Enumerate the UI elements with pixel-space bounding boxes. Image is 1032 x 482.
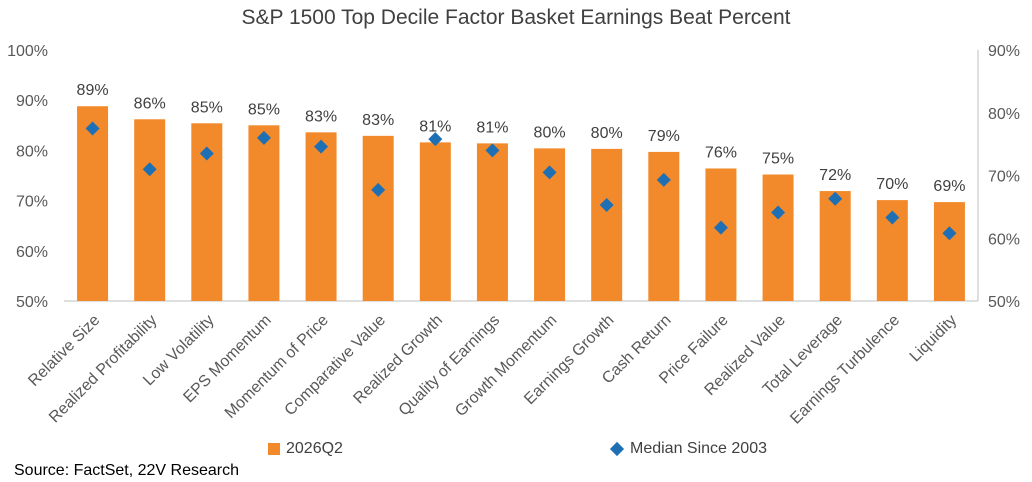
y-right-tick-label: 60% (988, 231, 1020, 248)
bar (591, 148, 623, 301)
bar (77, 106, 109, 301)
y-left-tick-label: 50% (16, 294, 48, 311)
bar (419, 142, 451, 301)
median-marker (542, 165, 557, 180)
bar-data-label: 69% (933, 178, 965, 195)
bar-data-label: 83% (362, 112, 394, 129)
bar-labels: 89% 86% 85% 85% 83% 83% 81% 81% 80% 80% 79% 76% 75% 7… (77, 82, 966, 195)
median-marker (599, 197, 614, 212)
y-left-tick-label: 60% (16, 244, 48, 261)
legend: 2026Q2 Median Since 2003 (0, 440, 1032, 462)
y-right-tick-label: 70% (988, 169, 1020, 186)
median-marker (713, 220, 728, 235)
median-marker (314, 139, 329, 154)
x-tick-label: Comparative Value (282, 312, 389, 419)
bar (248, 125, 280, 301)
median-marker (656, 172, 671, 187)
y-right-tick-label: 90% (988, 43, 1020, 60)
median-marker (199, 146, 214, 161)
median-marker (885, 210, 900, 225)
bar-data-label: 80% (591, 125, 623, 142)
median-marker (256, 130, 271, 145)
bar (933, 202, 965, 301)
bar-data-label: 81% (419, 118, 451, 135)
bar-data-label: 70% (876, 176, 908, 193)
x-tick-label: Quality of Earnings (396, 312, 504, 420)
bar (476, 143, 508, 301)
median-marker (85, 121, 100, 136)
markers (85, 121, 957, 241)
x-tick-label: Momentum of Price (222, 312, 332, 422)
y-left-tick-label: 90% (16, 93, 48, 110)
source-note: Source: FactSet, 22V Research (14, 462, 239, 479)
x-tick-label: Growth Momentum (452, 312, 560, 420)
median-marker (428, 132, 443, 147)
x-tick-label: Earnings Turbulence (787, 312, 903, 428)
y-right-tick-label: 50% (988, 294, 1020, 311)
legend-swatch-diamond (609, 441, 625, 457)
bar-data-label: 80% (534, 124, 566, 141)
chart-title: S&P 1500 Top Decile Factor Basket Earnin… (241, 6, 791, 29)
bar-data-label: 79% (648, 128, 680, 145)
y-left-tick-label: 70% (16, 194, 48, 211)
bar-data-label: 72% (819, 167, 851, 184)
legend-label-marker: Median Since 2003 (630, 440, 767, 457)
bar (819, 191, 851, 301)
bar (705, 168, 737, 301)
legend-item-marker: Median Since 2003 (609, 440, 767, 458)
median-marker (771, 205, 786, 220)
y-right-tick-label: 80% (988, 106, 1020, 123)
y-left-tick-label: 80% (16, 143, 48, 160)
chart: 50% 60% 70% 80% 90% 100% 50% 60% 70% 80% 90% 89% 86… (7, 43, 1020, 428)
x-tick-label: Liquidity (907, 312, 961, 366)
median-marker (142, 162, 157, 177)
bar-data-label: 75% (762, 150, 794, 167)
legend-label-bar: 2026Q2 (286, 440, 343, 457)
median-marker (485, 143, 500, 158)
median-marker (828, 191, 843, 206)
legend-swatch-bar (268, 443, 280, 455)
x-tick-label: Realized Profitability (46, 312, 161, 427)
bar (134, 119, 166, 301)
bar-data-label: 85% (248, 101, 280, 118)
median-marker (371, 182, 386, 197)
bar-data-label: 89% (77, 82, 109, 99)
median-marker (942, 226, 957, 241)
legend-item-bar: 2026Q2 (268, 440, 343, 458)
bars (77, 106, 965, 302)
bar (362, 135, 394, 301)
y-left-tick-label: 100% (7, 43, 48, 60)
bar-data-label: 76% (705, 144, 737, 161)
bar-data-label: 85% (191, 99, 223, 116)
bar-data-label: 81% (476, 119, 508, 136)
bar-data-label: 83% (305, 108, 337, 125)
bar-data-label: 86% (134, 95, 166, 112)
bar (305, 132, 337, 301)
bar (762, 174, 794, 301)
